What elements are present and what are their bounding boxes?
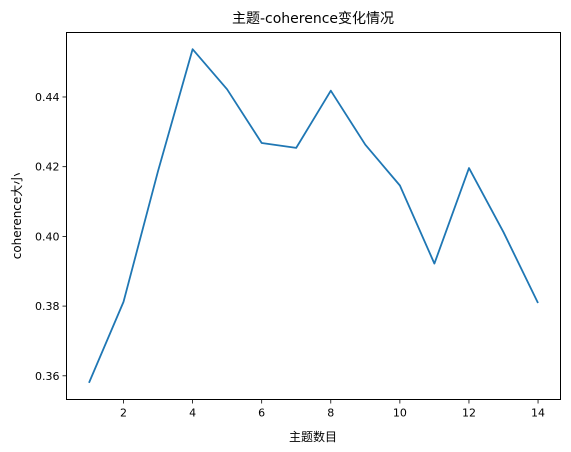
y-tick-label: 0.44 <box>35 91 60 104</box>
y-tick-label: 0.36 <box>35 370 60 383</box>
y-tick-label: 0.38 <box>35 300 60 313</box>
x-tick-label: 6 <box>258 407 265 420</box>
x-tick-label: 10 <box>393 407 407 420</box>
x-tick-label: 14 <box>531 407 545 420</box>
x-axis-label: 主题数目 <box>289 429 337 444</box>
x-tick-label: 8 <box>327 407 334 420</box>
y-tick-label: 0.42 <box>35 161 60 174</box>
series-line <box>88 48 539 384</box>
y-axis-label: coherence大小 <box>10 173 24 260</box>
y-axis: 0.36 0.38 0.40 0.42 0.44 <box>35 91 67 383</box>
y-tick-label: 0.40 <box>35 230 60 243</box>
chart-title: 主题-coherence变化情况 <box>232 11 394 27</box>
x-axis: 2 4 6 8 10 12 14 <box>120 399 545 420</box>
x-tick-label: 4 <box>189 407 196 420</box>
x-tick-label: 2 <box>120 407 127 420</box>
plot-frame <box>66 32 561 400</box>
x-tick-label: 12 <box>462 407 476 420</box>
